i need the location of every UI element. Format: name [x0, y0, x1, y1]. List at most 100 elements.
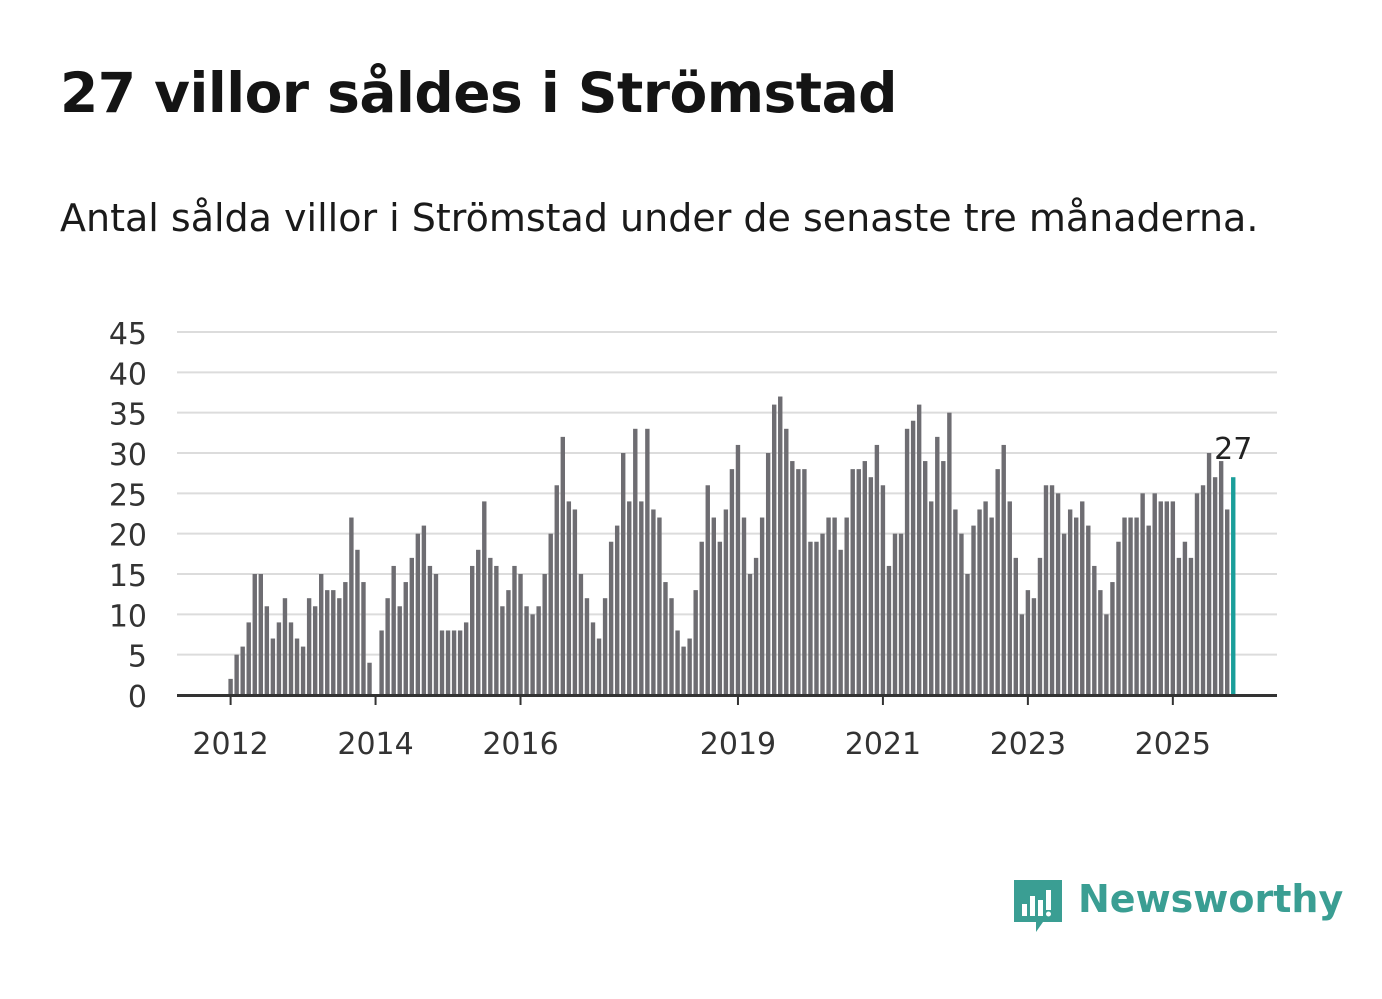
newsworthy-logo: Newsworthy: [1010, 876, 1343, 942]
bar: [463, 622, 469, 695]
bar: [252, 574, 257, 695]
y-tick-label: 45: [109, 317, 147, 352]
bar: [1025, 590, 1031, 695]
bar: [995, 469, 1000, 695]
bar: [494, 565, 499, 695]
bar: [391, 565, 396, 695]
bar: [663, 582, 668, 695]
bar: [1110, 582, 1115, 695]
bar: [1164, 501, 1169, 695]
bar: [850, 469, 855, 695]
bar: [935, 436, 940, 695]
bar: [300, 646, 306, 695]
bar: [1176, 557, 1182, 695]
bar: [747, 574, 753, 695]
bar: [270, 638, 276, 695]
bar: [427, 565, 433, 695]
bar: [608, 541, 614, 695]
bar: [1098, 590, 1103, 695]
bar: [856, 469, 861, 695]
bar: [904, 428, 910, 695]
bar: [325, 590, 330, 695]
bar: [512, 565, 517, 695]
bar: [826, 517, 831, 695]
bar: [1200, 485, 1206, 695]
bar: [1225, 509, 1230, 695]
y-tick-label: 40: [109, 357, 147, 392]
bar: [1049, 485, 1055, 695]
bar: [784, 428, 789, 695]
bar: [1019, 614, 1025, 695]
bar: [941, 461, 946, 695]
bar: [361, 582, 366, 695]
bar: [1206, 453, 1212, 695]
bar: [916, 404, 922, 695]
bar-latest: [1231, 477, 1236, 695]
bar: [584, 598, 590, 695]
bar: [421, 525, 427, 695]
bar: [923, 461, 928, 695]
bar: [910, 420, 916, 695]
bar: [959, 533, 964, 695]
bar: [337, 598, 342, 695]
bar: [1043, 485, 1049, 695]
bar: [1146, 525, 1151, 695]
latest-value-label: 27: [1214, 432, 1252, 467]
bar: [542, 574, 547, 695]
bars: [228, 396, 1236, 695]
bar: [838, 549, 843, 695]
x-tick-label: 2025: [1135, 727, 1211, 762]
chart-subtitle: Antal sålda villor i Strömstad under de …: [60, 196, 1259, 240]
bar: [506, 590, 511, 695]
y-tick-label: 0: [128, 680, 147, 715]
bar: [1188, 557, 1194, 695]
bar: [814, 541, 819, 695]
bar: [621, 453, 626, 695]
bar: [264, 606, 270, 695]
bar: [1134, 517, 1139, 695]
y-tick-label: 5: [128, 640, 147, 675]
bar: [862, 461, 867, 695]
bar: [276, 622, 282, 695]
bar: [741, 517, 747, 695]
bar: [602, 598, 608, 695]
bar: [288, 622, 294, 695]
x-tick-label: 2021: [845, 727, 921, 762]
bar: [796, 469, 801, 695]
x-tick-label: 2014: [337, 727, 413, 762]
bar: [560, 436, 565, 695]
bar: [1140, 493, 1145, 695]
bar: [1122, 517, 1127, 695]
bar: [439, 630, 445, 695]
bar: [639, 501, 644, 695]
bar: [711, 517, 716, 695]
bar: [379, 630, 384, 695]
bar: [445, 630, 451, 695]
x-tick-label: 2016: [482, 727, 558, 762]
bar: [433, 574, 439, 695]
bar: [500, 606, 505, 695]
x-tick-label: 2012: [192, 727, 268, 762]
bar: [294, 638, 300, 695]
bar: [614, 525, 620, 695]
bar: [1055, 493, 1061, 695]
bar: [953, 509, 958, 695]
bar: [312, 606, 318, 695]
bar: [470, 565, 475, 695]
logo-wordmark: Newsworthy: [1078, 877, 1344, 921]
y-tick-label: 10: [109, 599, 147, 634]
bar: [645, 428, 650, 695]
bar: [319, 574, 324, 695]
bar: [282, 598, 288, 695]
bar: [844, 517, 849, 695]
bar: [874, 444, 880, 695]
bar: [518, 574, 523, 695]
bar: [1116, 541, 1121, 695]
bar: [651, 509, 656, 695]
bar: [246, 622, 251, 695]
chart-title: 27 villor såldes i Strömstad: [60, 61, 898, 125]
bar: [1092, 565, 1097, 695]
bar: [977, 509, 982, 695]
bar: [488, 557, 493, 695]
bar: [1158, 501, 1163, 695]
